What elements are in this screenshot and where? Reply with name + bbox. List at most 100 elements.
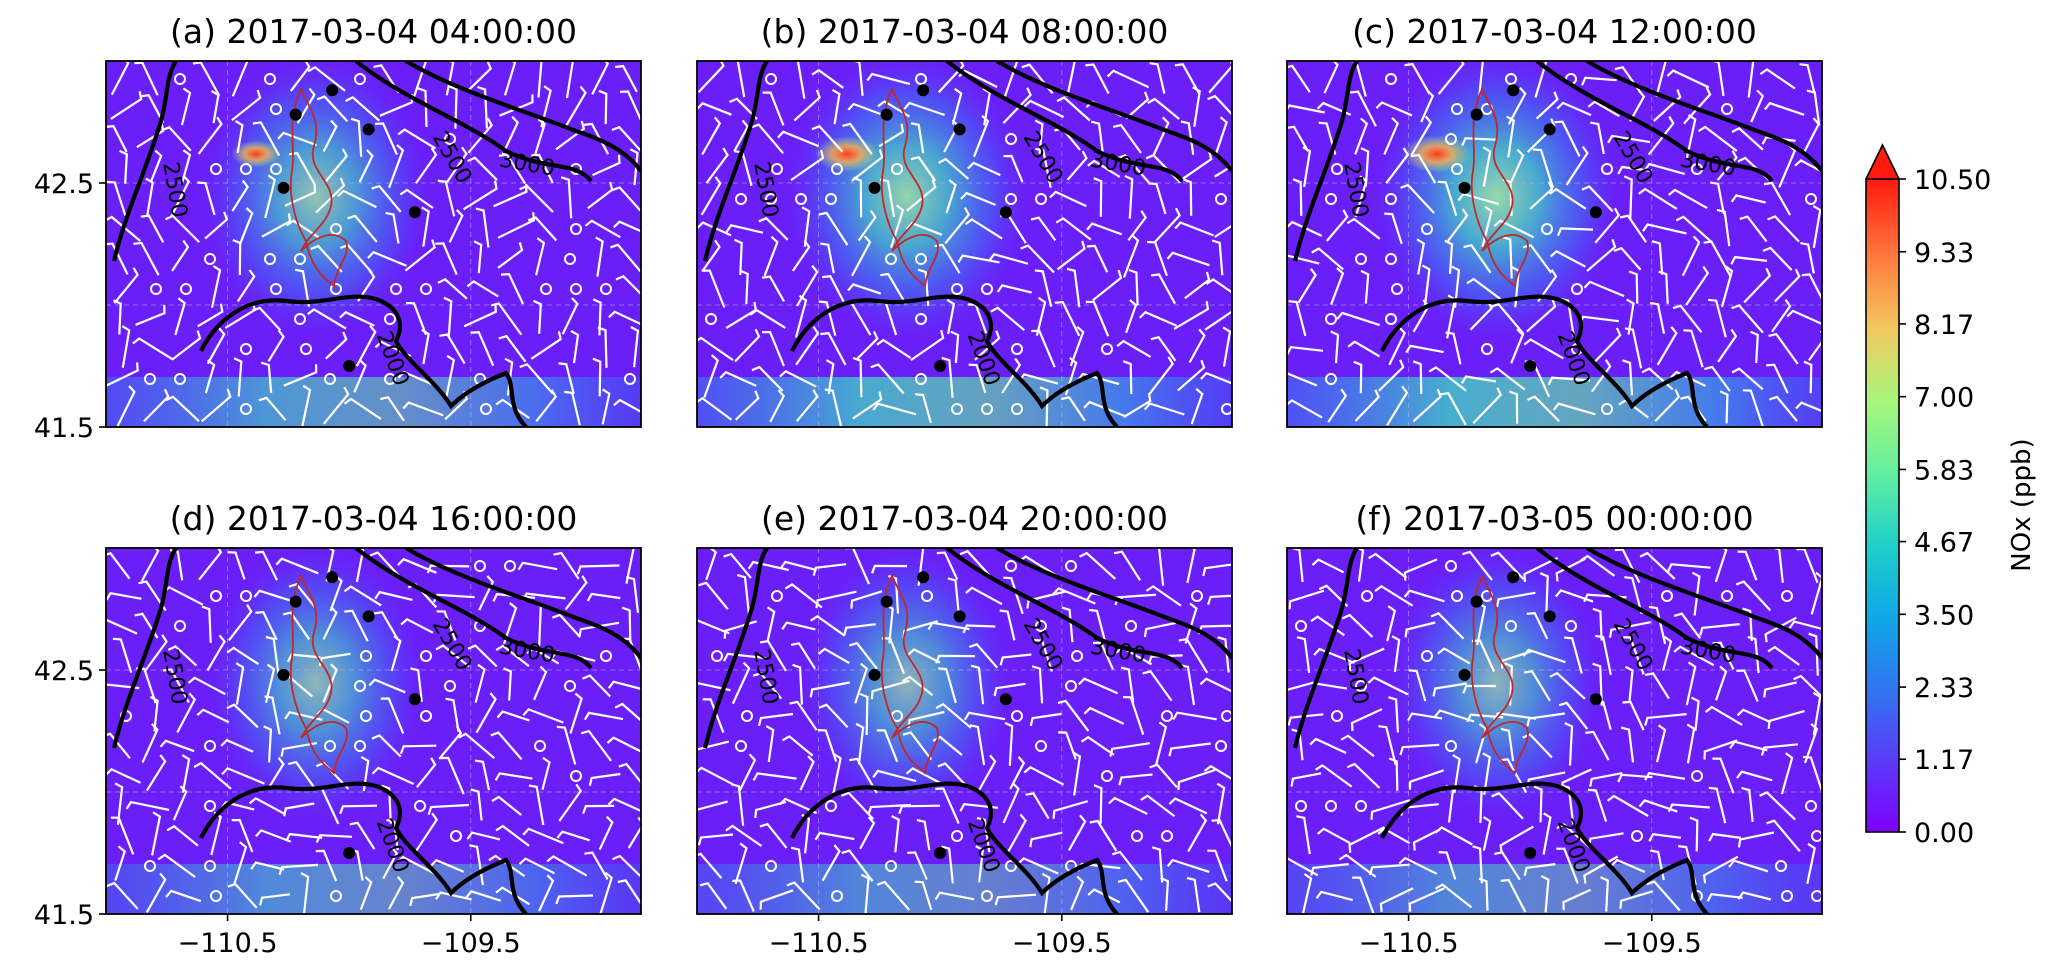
- wind-barb: [197, 303, 224, 328]
- wind-barb: [1735, 580, 1772, 612]
- wind-barb: [1556, 823, 1591, 849]
- wind-barb: [1681, 235, 1701, 277]
- wind-barb: [1400, 183, 1435, 214]
- wind-barb: [1122, 360, 1133, 395]
- basin-boundary: [880, 573, 939, 775]
- calm-circle: [885, 253, 897, 265]
- calm-circle: [951, 403, 963, 415]
- wind-barb: [627, 816, 641, 849]
- wind-barb: [1354, 117, 1369, 155]
- wind-barb: [1526, 611, 1549, 640]
- wind-barb: [1187, 813, 1208, 853]
- wind-barb: [1581, 185, 1614, 213]
- calm-circle: [1325, 800, 1337, 812]
- wind-barb: [1763, 681, 1797, 698]
- wind-barb: [750, 123, 785, 155]
- calm-circle: [735, 193, 747, 205]
- wind-barb: [824, 388, 843, 427]
- wind-barb: [1029, 831, 1063, 848]
- wind-barb: [355, 325, 377, 367]
- colorbar-tick-label: 10.50: [1914, 165, 1991, 196]
- wind-barb: [730, 783, 745, 826]
- wind-barb: [791, 239, 811, 272]
- calm-circle: [1035, 740, 1047, 752]
- wind-barb: [1122, 234, 1140, 278]
- wind-barb: [1491, 791, 1524, 820]
- wind-barb: [1122, 695, 1145, 735]
- calm-circle: [1451, 590, 1463, 602]
- calm-circle: [1445, 740, 1457, 752]
- wind-barb: [1117, 154, 1150, 184]
- wind-barb: [558, 783, 583, 822]
- y-tick-label: 41.5: [34, 900, 94, 931]
- wind-barb: [541, 756, 551, 790]
- wind-barb: [697, 336, 734, 362]
- calm-circle: [354, 680, 366, 692]
- wind-barb: [698, 581, 729, 610]
- wind-barb: [1590, 121, 1605, 155]
- wind-barb: [113, 267, 139, 304]
- wind-barb: [1535, 91, 1559, 120]
- wind-barb: [288, 583, 317, 609]
- wind-barb: [171, 239, 190, 272]
- wind-barb: [583, 122, 610, 155]
- wind-barb: [280, 742, 318, 757]
- wind-barb: [907, 648, 941, 664]
- wind-barb: [349, 821, 376, 850]
- wind-barb: [777, 130, 820, 148]
- wind-barb: [972, 114, 990, 158]
- wind-barb: [251, 306, 282, 331]
- elevation-contour: [1380, 781, 1709, 914]
- calm-circle: [210, 590, 222, 602]
- wind-barb: [1556, 101, 1592, 117]
- wind-barb: [749, 308, 786, 329]
- wind-barb: [1090, 120, 1105, 155]
- wind-barb: [946, 298, 956, 335]
- wind-barb: [1370, 799, 1411, 820]
- wind-barb: [1461, 137, 1497, 147]
- wind-barb: [1348, 826, 1385, 853]
- wind-barb: [500, 272, 524, 305]
- wind-barb: [959, 549, 996, 582]
- wind-barb: [1638, 187, 1678, 210]
- wind-barb: [1667, 803, 1710, 813]
- wind-barb: [1118, 773, 1153, 786]
- wind-barb: [592, 298, 602, 336]
- station-marker: [999, 693, 1012, 706]
- wind-barb: [264, 663, 276, 704]
- wind-barb: [843, 623, 876, 636]
- wind-barb: [1311, 558, 1345, 574]
- wind-barb: [1780, 752, 1794, 795]
- wind-barb: [1080, 735, 1115, 756]
- calm-circle: [540, 283, 552, 295]
- wind-barb: [1710, 181, 1725, 215]
- wind-barb: [734, 390, 760, 421]
- wind-barb: [1490, 551, 1525, 581]
- wind-barb: [582, 804, 615, 814]
- colorbar-tick-label: 5.83: [1914, 455, 1974, 486]
- wind-barb: [367, 250, 407, 267]
- wind-barb: [1412, 828, 1441, 851]
- wind-barb: [1030, 216, 1057, 242]
- wind-barb: [1522, 243, 1553, 274]
- wind-barb: [1288, 589, 1325, 610]
- wind-barb: [1466, 277, 1501, 300]
- wind-barb: [1007, 813, 1027, 852]
- wind-barb: [870, 363, 905, 395]
- wind-barb: [467, 644, 498, 668]
- wind-barb: [475, 692, 497, 734]
- wind-barb: [531, 153, 554, 184]
- wind-barb: [350, 117, 363, 157]
- wind-barb: [106, 683, 140, 690]
- wind-barb: [1070, 875, 1085, 911]
- wind-barb: [421, 328, 430, 365]
- wind-barb: [757, 712, 794, 727]
- station-marker: [953, 123, 966, 136]
- wind-barb: [1093, 177, 1103, 217]
- calm-circle: [891, 710, 903, 722]
- station-marker: [1543, 610, 1556, 623]
- wind-barb: [1023, 99, 1065, 118]
- wind-barb: [106, 124, 128, 153]
- wind-barb: [629, 148, 639, 186]
